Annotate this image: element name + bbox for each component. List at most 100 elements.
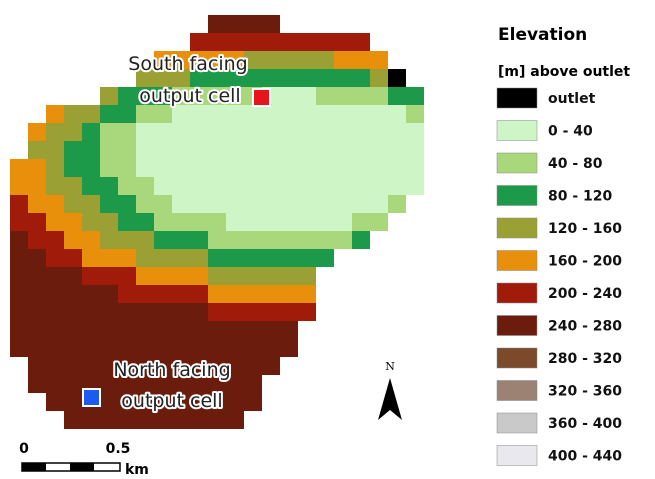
raster-cell [280, 339, 298, 357]
south-output-cell [252, 88, 271, 107]
raster-cell [28, 357, 46, 375]
raster-cell [262, 249, 280, 267]
raster-cell [352, 123, 370, 141]
raster-cell [154, 213, 172, 231]
raster-cell [208, 213, 226, 231]
raster-cell [280, 321, 298, 339]
raster-cell [406, 105, 424, 123]
raster-cell [118, 375, 136, 393]
raster-cell [100, 321, 118, 339]
south-label: output cell [139, 85, 240, 107]
raster-cell [298, 33, 316, 51]
raster-cell [118, 231, 136, 249]
raster-cell [208, 87, 226, 105]
scale-unit: km [125, 462, 149, 478]
raster-cell [100, 231, 118, 249]
raster-cell [208, 177, 226, 195]
north-output-cell [82, 388, 101, 407]
raster-cell [64, 303, 82, 321]
legend-label: 200 - 240 [548, 286, 622, 302]
raster-cell [64, 195, 82, 213]
raster-cell [298, 231, 316, 249]
raster-cell [46, 321, 64, 339]
raster-cell [190, 231, 208, 249]
raster-cell [280, 105, 298, 123]
raster-cell [10, 267, 28, 285]
raster-cell [316, 123, 334, 141]
raster-cell [100, 141, 118, 159]
raster-cell [190, 375, 208, 393]
legend-label: 160 - 200 [548, 254, 622, 270]
raster-cell [262, 321, 280, 339]
raster-cell [64, 357, 82, 375]
raster-cell [154, 321, 172, 339]
raster-cell [226, 249, 244, 267]
raster-cell [46, 123, 64, 141]
raster-cell [190, 141, 208, 159]
north-arrow-label: N [385, 360, 395, 373]
raster-cell [46, 285, 64, 303]
raster-cell [100, 87, 118, 105]
raster-cell [154, 177, 172, 195]
raster-cell [64, 105, 82, 123]
raster-cell [226, 69, 244, 87]
legend-swatch [496, 87, 538, 109]
raster-cell [136, 213, 154, 231]
raster-cell [406, 141, 424, 159]
raster-cell [244, 213, 262, 231]
raster-cell [172, 159, 190, 177]
raster-cell [100, 105, 118, 123]
raster-cell [64, 411, 82, 429]
raster-cell [100, 123, 118, 141]
raster-cell [370, 159, 388, 177]
raster-cell [64, 339, 82, 357]
raster-cell [100, 195, 118, 213]
raster-cell [352, 87, 370, 105]
raster-cell [262, 303, 280, 321]
raster-cell [208, 411, 226, 429]
raster-cell [262, 15, 280, 33]
raster-cell [82, 321, 100, 339]
raster-cell [100, 339, 118, 357]
raster-cell [82, 303, 100, 321]
raster-cell [244, 69, 262, 87]
raster-cell [190, 51, 208, 69]
raster-cell [190, 69, 208, 87]
raster-cell [118, 159, 136, 177]
raster-cell [244, 231, 262, 249]
raster-cell [118, 177, 136, 195]
raster-cell [82, 123, 100, 141]
raster-cell [370, 69, 388, 87]
raster-cell [334, 177, 352, 195]
raster-cell [154, 411, 172, 429]
raster-cell [28, 285, 46, 303]
raster-cell [82, 141, 100, 159]
raster-cell [28, 123, 46, 141]
raster-cell [280, 123, 298, 141]
legend-label: 360 - 400 [548, 416, 622, 432]
raster-cell [172, 69, 190, 87]
raster-cell [190, 285, 208, 303]
raster-cell [190, 105, 208, 123]
raster-cell [118, 213, 136, 231]
raster-cell [136, 249, 154, 267]
raster-cell [226, 141, 244, 159]
raster-cell [262, 123, 280, 141]
raster-cell [46, 195, 64, 213]
raster-cell [172, 357, 190, 375]
raster-cell [244, 339, 262, 357]
legend-swatch [496, 445, 538, 466]
raster-cell [172, 51, 190, 69]
raster-cell [172, 375, 190, 393]
raster-cell [334, 141, 352, 159]
raster-cell [28, 249, 46, 267]
raster-cell [154, 141, 172, 159]
raster-cell [190, 339, 208, 357]
raster-cell [46, 267, 64, 285]
raster-cell [154, 339, 172, 357]
raster-cell [244, 375, 262, 393]
raster-cell [10, 249, 28, 267]
raster-cell [208, 393, 226, 411]
raster-cell [244, 195, 262, 213]
raster-cell [100, 357, 118, 375]
